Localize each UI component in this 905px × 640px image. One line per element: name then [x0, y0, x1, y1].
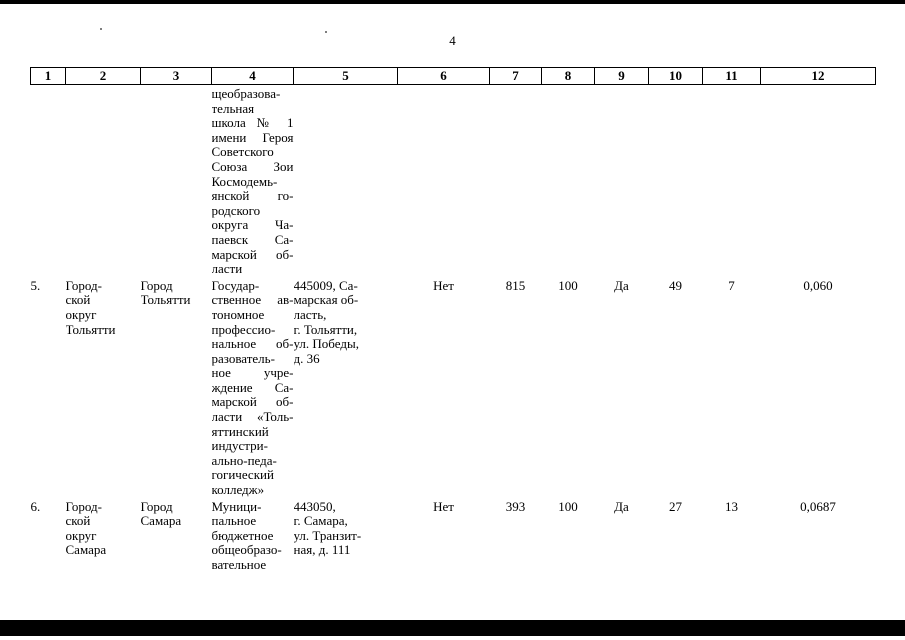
table-cell: 393 — [505, 498, 526, 514]
column-header: 10 — [648, 67, 703, 85]
table-cell: 100 — [558, 277, 578, 293]
table-cell — [141, 85, 212, 277]
table-body: щеобразова- тельная школа № 1 имени Геро… — [31, 85, 876, 573]
scan-artifact-top-bar — [0, 0, 905, 4]
table-cell: 100 — [558, 498, 578, 514]
table-cell — [703, 85, 761, 277]
table-cell: Муници- пальное бюджетное общеобразо- ва… — [211, 498, 282, 572]
table-cell: Да — [614, 498, 629, 514]
table-cell: Нет — [433, 498, 454, 514]
table-cell — [761, 85, 876, 277]
column-header: 5 — [293, 67, 398, 85]
column-header: 8 — [541, 67, 595, 85]
table-cell: Город Самара — [140, 498, 182, 529]
table-cell: Государ- ственное ав- тономное профессио… — [211, 277, 294, 498]
table-cell: Да — [614, 277, 629, 293]
table-cell: 0,0687 — [800, 498, 836, 514]
table-header-row: 1 2 3 4 5 6 7 8 9 10 11 12 — [30, 67, 876, 85]
table-cell: Город- ской округ Тольятти — [65, 277, 116, 337]
table-cell: 0,060 — [803, 277, 833, 293]
table-cell — [398, 85, 490, 277]
table-cell: 7 — [728, 277, 735, 293]
table-cell: 445009, Са- марская об- ласть, г. Тольят… — [293, 277, 359, 366]
scan-speck — [100, 28, 102, 30]
table-cell: 27 — [669, 498, 682, 514]
table-cell — [490, 85, 542, 277]
column-header: 4 — [211, 67, 294, 85]
table-cell: 6. — [30, 498, 41, 514]
table-cell — [66, 85, 141, 277]
table-cell — [649, 85, 703, 277]
table-cell: щеобразова- тельная школа № 1 имени Геро… — [211, 86, 294, 277]
table-cell: Город- ской округ Самара — [65, 498, 107, 558]
table-cell: Город Тольятти — [140, 277, 191, 308]
scan-speck — [325, 31, 327, 33]
table-row: 6. Город- ской округ Самара Город Самара Му… — [31, 498, 876, 573]
table-row: 5. Город- ской округ Тольятти Город Тольят… — [31, 277, 876, 498]
table-cell: 443050, г. Самара, ул. Транзит- ная, д. … — [293, 498, 362, 558]
table-cell — [542, 85, 595, 277]
table-cell: 13 — [725, 498, 738, 514]
column-header: 1 — [30, 67, 66, 85]
table-cell: 815 — [505, 277, 526, 293]
page-number: 4 — [449, 33, 456, 48]
column-header: 7 — [489, 67, 542, 85]
table-cell: 5. — [30, 277, 41, 293]
column-header: 12 — [760, 67, 876, 85]
table-cell — [294, 85, 398, 277]
column-header: 3 — [140, 67, 212, 85]
column-header: 2 — [65, 67, 141, 85]
data-table: 1 2 3 4 5 6 7 8 9 10 11 12 щеобразова- тельная школ… — [30, 67, 876, 573]
table-cell — [31, 85, 66, 277]
scan-artifact-bottom-bar — [0, 620, 905, 636]
column-header: 6 — [397, 67, 490, 85]
table-cell: 49 — [669, 277, 682, 293]
column-header: 9 — [594, 67, 649, 85]
table-row: щеобразова- тельная школа № 1 имени Геро… — [31, 85, 876, 277]
table-cell: Нет — [433, 277, 454, 293]
column-header: 11 — [702, 67, 761, 85]
table-cell — [595, 85, 649, 277]
